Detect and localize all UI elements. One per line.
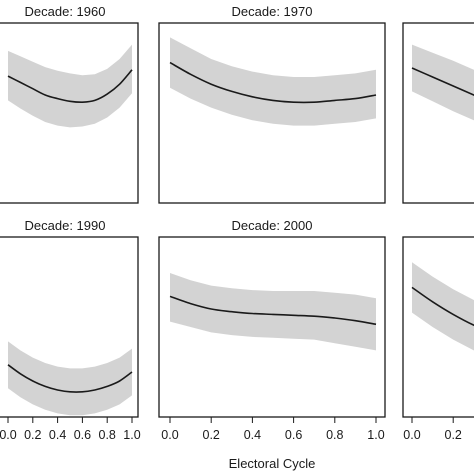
confidence-band-1970 [170,37,376,126]
x-tick-label: 0.4 [49,428,66,442]
panel-1990: Decade: 1990 [0,218,139,418]
panel-title-1990: Decade: 1990 [25,218,106,233]
panel-title-1970: Decade: 1970 [232,4,313,19]
panel-plot-top-right [411,44,474,121]
confidence-band-1990 [8,341,132,416]
x-axis-right: 0.0 0.2 [403,417,462,442]
x-tick-label: 0.2 [445,428,462,442]
x-tick-label: 0.2 [24,428,41,442]
fitted-line-1960 [7,69,133,104]
x-tick-label: 0.0 [0,428,17,442]
fitted-line-top-right [411,67,474,96]
x-tick-label: 0.8 [326,428,343,442]
fitted-line-1990 [7,364,133,393]
x-tick-label: 0.6 [285,428,302,442]
x-tick-label: 0.0 [403,428,420,442]
x-tick-label: 0.4 [244,428,261,442]
confidence-band-bottom-right [412,262,474,351]
panel-title-1960: Decade: 1960 [25,4,106,19]
x-tick-label: 0.0 [161,428,178,442]
panel-plot-1970 [169,37,377,126]
confidence-band-2000 [170,273,376,351]
panel-frame-1970 [158,22,386,204]
x-axis-left: 0.0 0.2 0.4 0.6 0.8 1.0 [0,417,141,442]
x-axis-title: Electoral Cycle [229,456,316,471]
panel-plot-1960 [7,44,133,128]
panel-2000: Decade: 2000 [158,218,386,418]
x-tick-label: 1.0 [367,428,384,442]
panel-frame-1960 [0,22,139,204]
panel-bottom-right [402,236,474,418]
confidence-band-top-right [412,44,474,121]
fitted-line-2000 [169,295,377,326]
x-tick-label: 0.8 [99,428,116,442]
panel-title-2000: Decade: 2000 [232,218,313,233]
x-tick-label: 0.6 [74,428,91,442]
panel-frame-2000 [158,236,386,418]
fitted-line-bottom-right [411,286,474,327]
x-axis-middle: 0.0 0.2 0.4 0.6 0.8 1.0 [161,417,385,442]
panel-top-right [402,22,474,204]
x-tick-label: 1.0 [123,428,140,442]
confidence-band-1960 [8,44,132,128]
panel-frame-bottom-right [402,236,474,418]
panel-1960: Decade: 1960 [0,4,139,204]
panel-frame-1990 [0,236,139,418]
panel-plot-1990 [7,341,133,416]
fitted-line-1970 [169,61,377,104]
panel-plot-bottom-right [411,262,474,351]
panel-plot-2000 [169,273,377,351]
x-tick-label: 0.2 [203,428,220,442]
panel-1970: Decade: 1970 [158,4,386,204]
panel-frame-top-right [402,22,474,204]
